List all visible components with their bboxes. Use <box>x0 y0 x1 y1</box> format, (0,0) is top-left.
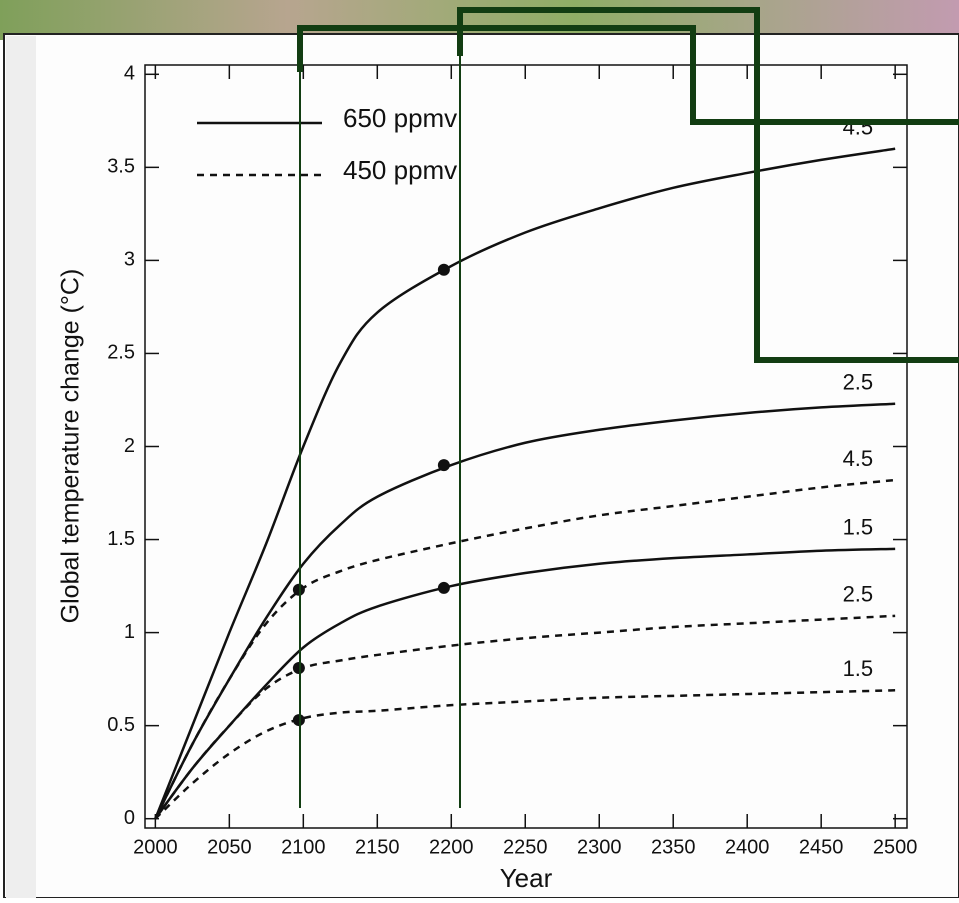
x-tick-label: 2050 <box>207 836 252 858</box>
y-tick-label: 2.5 <box>107 342 135 364</box>
curve-label: 4.5 <box>843 446 874 471</box>
series-line <box>154 614 896 820</box>
data-point <box>292 661 305 674</box>
curve-label: 1.5 <box>843 656 874 681</box>
bracket <box>297 25 959 125</box>
series-line <box>154 478 896 820</box>
data-point <box>437 263 450 276</box>
x-tick-label: 2150 <box>355 836 400 858</box>
x-tick-label: 2100 <box>281 836 326 858</box>
x-tick-label: 2000 <box>133 836 178 858</box>
x-tick-label: 2300 <box>577 836 622 858</box>
panel <box>3 33 959 899</box>
curve-label: 1.5 <box>843 515 874 540</box>
series-line <box>154 147 896 820</box>
x-tick-label: 2350 <box>651 836 696 858</box>
y-tick-label: 0.5 <box>107 714 135 736</box>
y-axis-label: Global temperature change (°C) <box>57 269 85 624</box>
data-point <box>292 714 305 727</box>
y-tick-label: 3.5 <box>107 156 135 178</box>
curve-label: 4.5 <box>843 115 874 140</box>
series-line <box>154 689 896 820</box>
y-tick-label: 4 <box>124 63 135 85</box>
y-tick-label: 3 <box>124 249 135 271</box>
annotation-overlay <box>297 7 959 808</box>
legend-label: 450 ppmv <box>343 155 457 185</box>
bracket <box>457 7 959 363</box>
y-tick-label: 1.5 <box>107 528 135 550</box>
y-tick-label: 0 <box>124 807 135 829</box>
y-tick-label: 2 <box>124 435 135 457</box>
x-tick-label: 2450 <box>799 836 844 858</box>
x-tick-label: 2200 <box>429 836 474 858</box>
data-point <box>437 459 450 472</box>
legend-label: 650 ppmv <box>343 103 457 133</box>
x-tick-label: 2500 <box>873 836 918 858</box>
curve-label: 2.5 <box>843 370 874 395</box>
y-tick-label: 1 <box>124 621 135 643</box>
data-point <box>292 583 305 596</box>
page-edge <box>6 36 36 898</box>
x-tick-label: 2400 <box>725 836 770 858</box>
x-axis-label: Year <box>500 863 553 893</box>
x-tick-label: 2250 <box>503 836 548 858</box>
data-point <box>437 581 450 594</box>
curve-label: 2.5 <box>843 582 874 607</box>
